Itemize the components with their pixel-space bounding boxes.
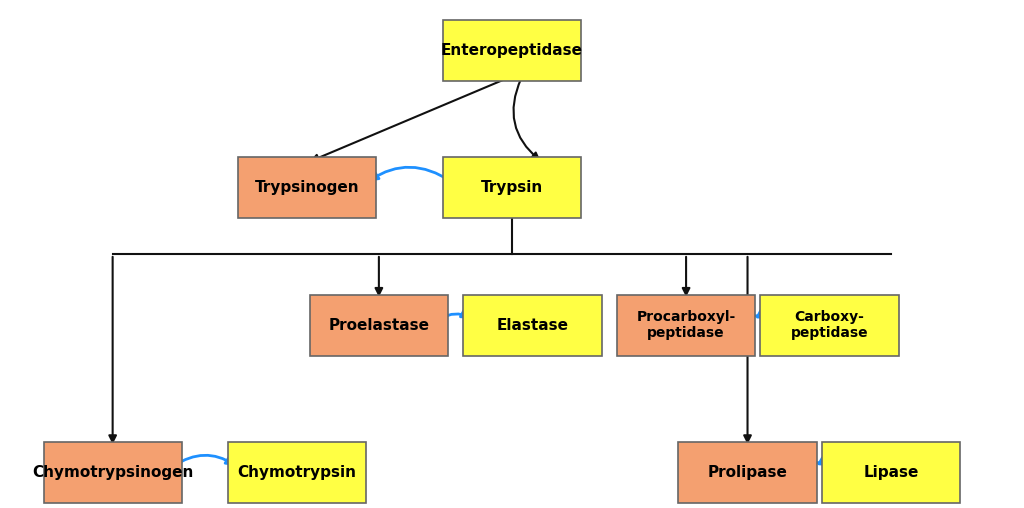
Text: Lipase: Lipase bbox=[863, 465, 919, 480]
FancyBboxPatch shape bbox=[463, 295, 602, 356]
Text: Carboxy-
peptidase: Carboxy- peptidase bbox=[791, 310, 868, 340]
Text: Enteropeptidase: Enteropeptidase bbox=[441, 43, 583, 58]
FancyBboxPatch shape bbox=[760, 295, 899, 356]
Text: Chymotrypsinogen: Chymotrypsinogen bbox=[32, 465, 194, 480]
FancyBboxPatch shape bbox=[616, 295, 756, 356]
Text: Elastase: Elastase bbox=[497, 318, 568, 333]
FancyBboxPatch shape bbox=[442, 20, 582, 81]
Text: Trypsinogen: Trypsinogen bbox=[255, 180, 359, 196]
Text: Chymotrypsin: Chymotrypsin bbox=[238, 465, 356, 480]
Text: Procarboxyl-
peptidase: Procarboxyl- peptidase bbox=[637, 310, 735, 340]
FancyBboxPatch shape bbox=[821, 442, 961, 503]
Text: Prolipase: Prolipase bbox=[708, 465, 787, 480]
FancyBboxPatch shape bbox=[678, 442, 817, 503]
Text: Trypsin: Trypsin bbox=[481, 180, 543, 196]
FancyBboxPatch shape bbox=[442, 157, 582, 218]
FancyBboxPatch shape bbox=[309, 295, 449, 356]
FancyBboxPatch shape bbox=[227, 442, 367, 503]
FancyBboxPatch shape bbox=[43, 442, 182, 503]
Text: Proelastase: Proelastase bbox=[329, 318, 429, 333]
FancyBboxPatch shape bbox=[238, 157, 377, 218]
